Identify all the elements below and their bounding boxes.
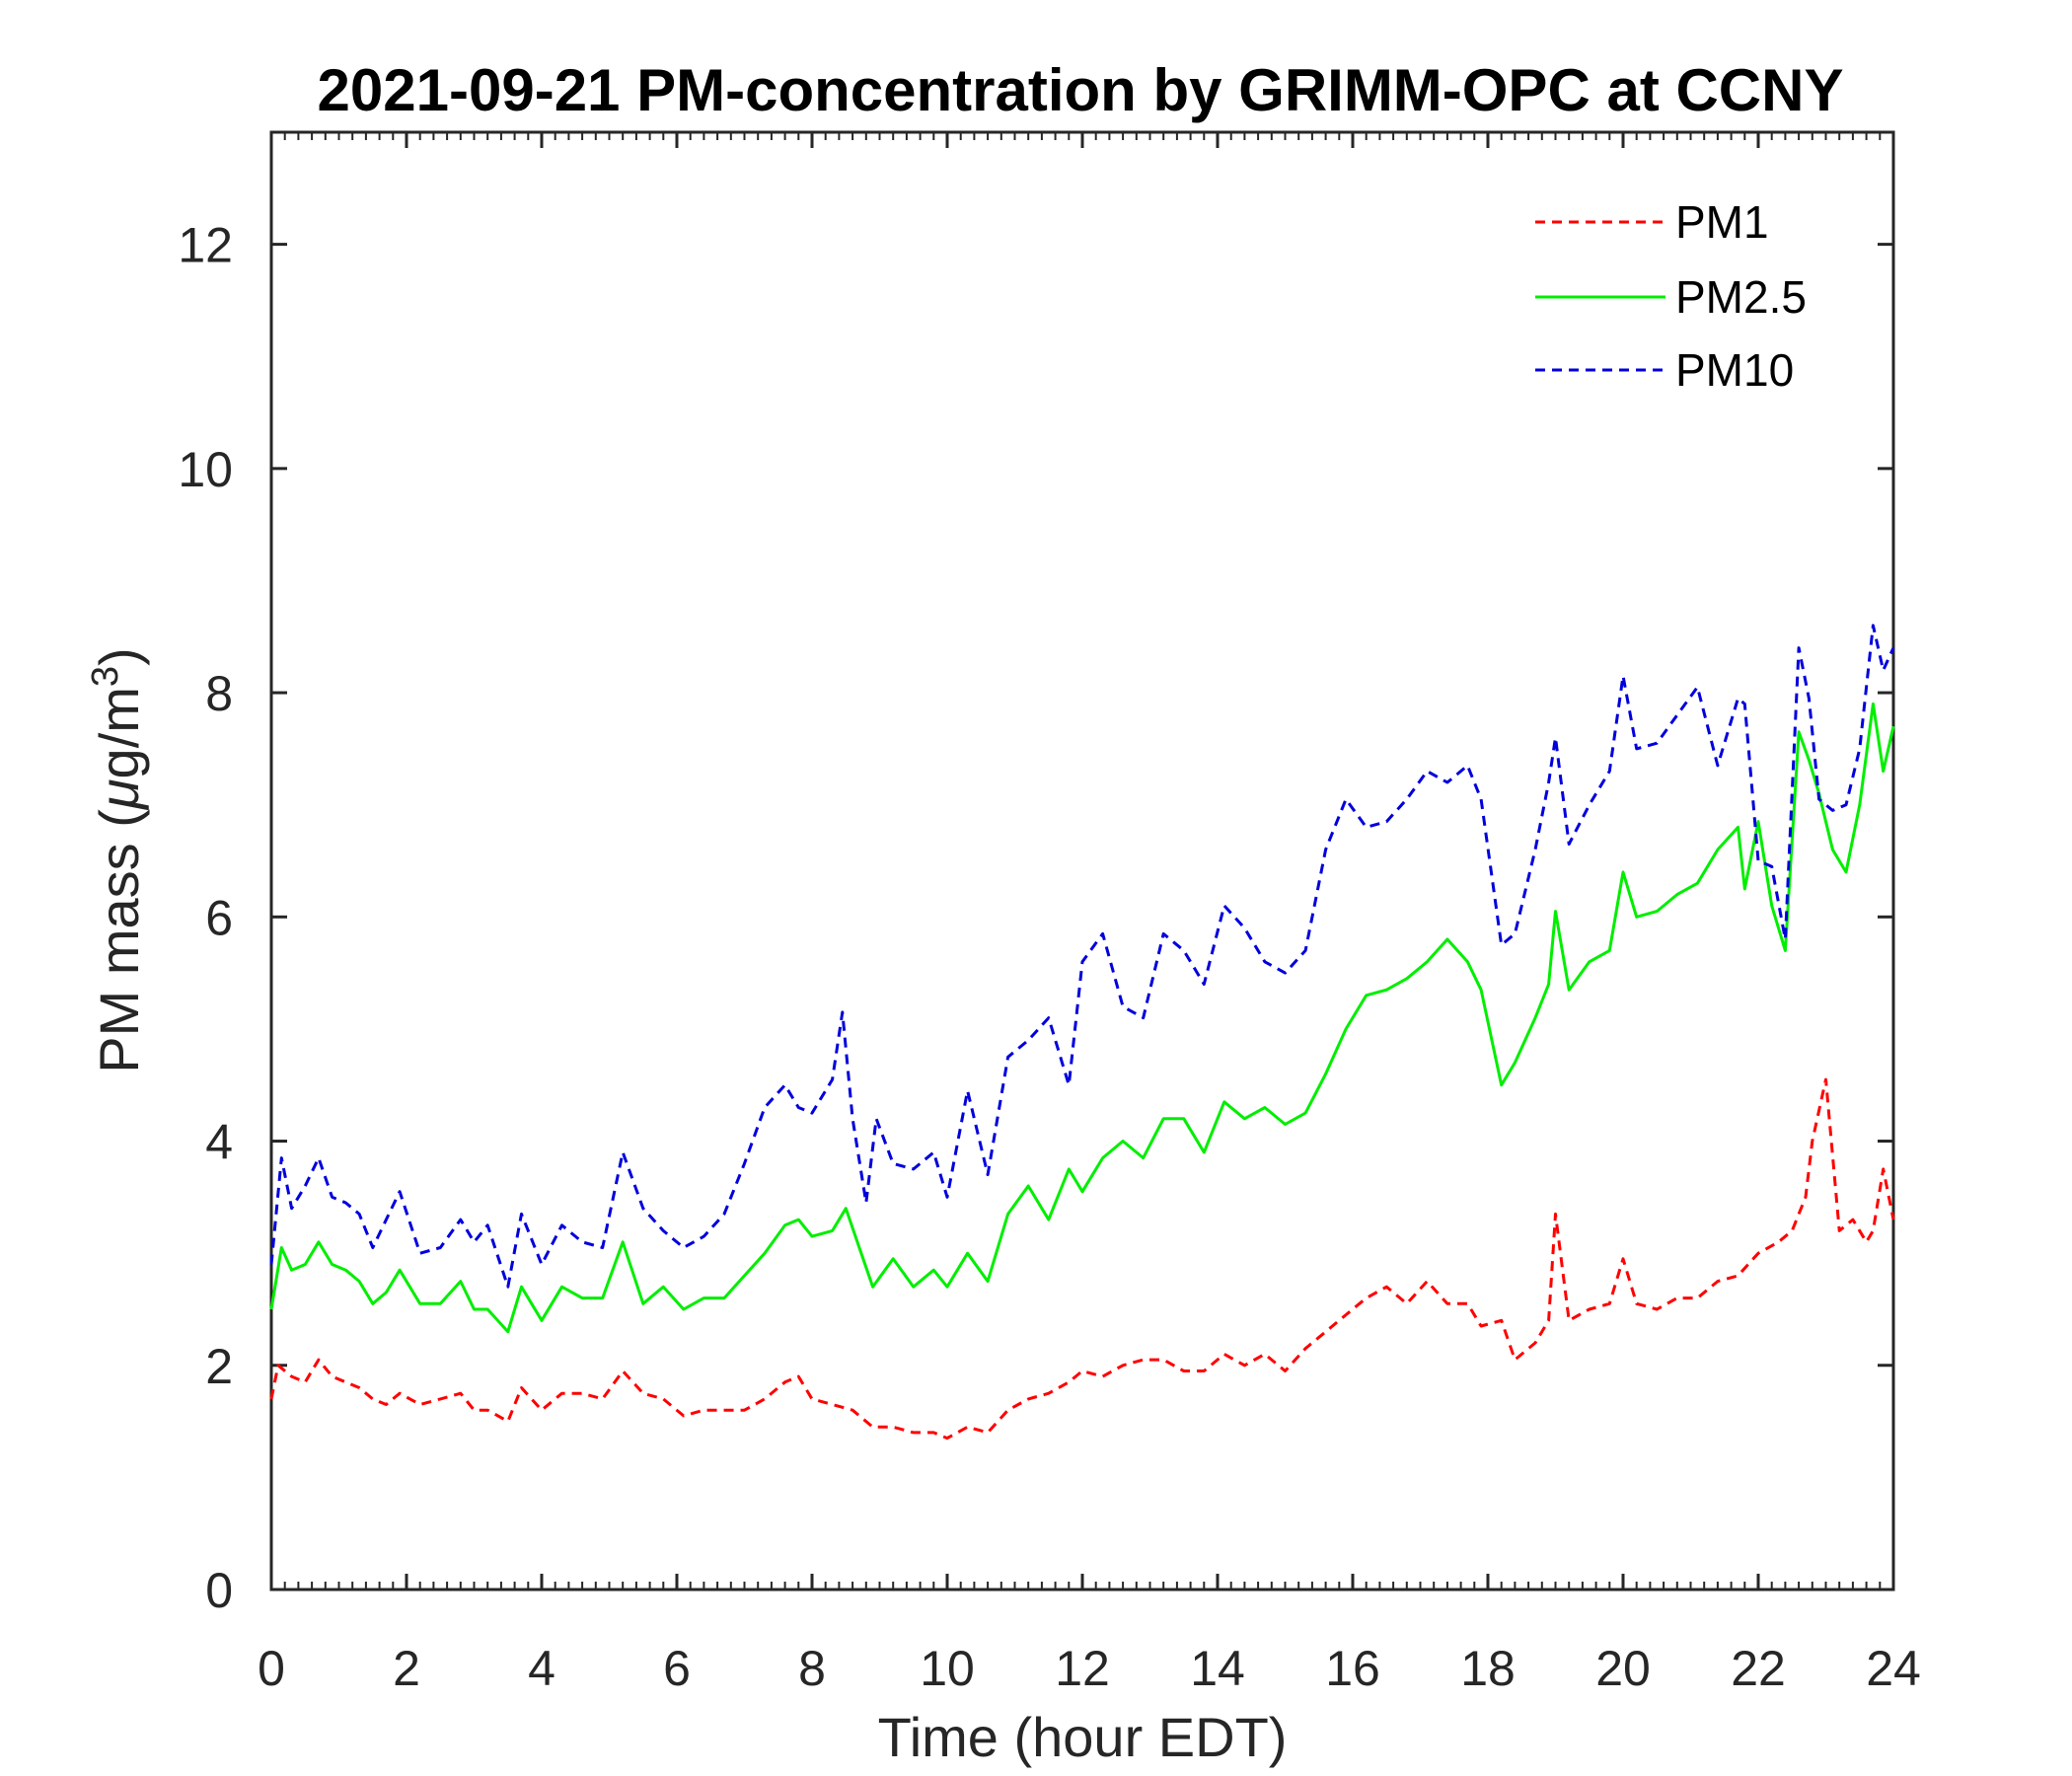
y-tick-label: 12: [178, 218, 233, 273]
series-line-pm10: [269, 624, 1895, 1289]
chart-title: 2021-09-21 PM-concentration by GRIMM-OPC…: [318, 57, 1844, 123]
series-line-pm1: [269, 1077, 1895, 1441]
y-axis-label-prefix: PM mass (: [88, 809, 150, 1073]
data-series: [269, 624, 1895, 1441]
x-tick-label: 0: [258, 1641, 285, 1696]
legend-label: PM2.5: [1675, 271, 1807, 323]
y-tick-label: 6: [205, 890, 233, 945]
legend-label: PM10: [1675, 344, 1794, 396]
y-axis-label: PM mass (μg/m3): [85, 647, 150, 1073]
legend-label: PM1: [1675, 196, 1769, 248]
y-tick-label: 8: [205, 666, 233, 721]
y-tick-label: 10: [178, 442, 233, 497]
y-axis-label-mu: μ: [88, 778, 150, 811]
x-axis-label: Time (hour EDT): [878, 1706, 1288, 1768]
y-tick-label: 0: [205, 1563, 233, 1618]
x-tick-label: 2: [393, 1641, 420, 1696]
x-tick-label: 4: [528, 1641, 555, 1696]
x-tick-label: 10: [920, 1641, 975, 1696]
x-tick-label: 8: [798, 1641, 826, 1696]
x-tick-label: 12: [1055, 1641, 1110, 1696]
y-axis-label-superscript: 3: [85, 666, 126, 687]
y-tick-label: 2: [205, 1339, 233, 1394]
y-axis-label-unit: g/m: [88, 687, 150, 778]
series-line-pm2-5: [269, 702, 1895, 1334]
plot-area: [269, 130, 1895, 1591]
y-axis-label-suffix: ): [88, 647, 150, 666]
x-tick-label: 18: [1460, 1641, 1516, 1696]
x-tick-label: 22: [1731, 1641, 1786, 1696]
x-tick-label: 24: [1866, 1641, 1921, 1696]
x-tick-label: 16: [1325, 1641, 1380, 1696]
legend: PM1 PM2.5 PM10: [1535, 196, 1807, 396]
y-tick-label: 4: [205, 1115, 233, 1170]
x-tick-label: 6: [663, 1641, 691, 1696]
x-tick-label: 20: [1595, 1641, 1651, 1696]
x-tick-label: 14: [1190, 1641, 1245, 1696]
